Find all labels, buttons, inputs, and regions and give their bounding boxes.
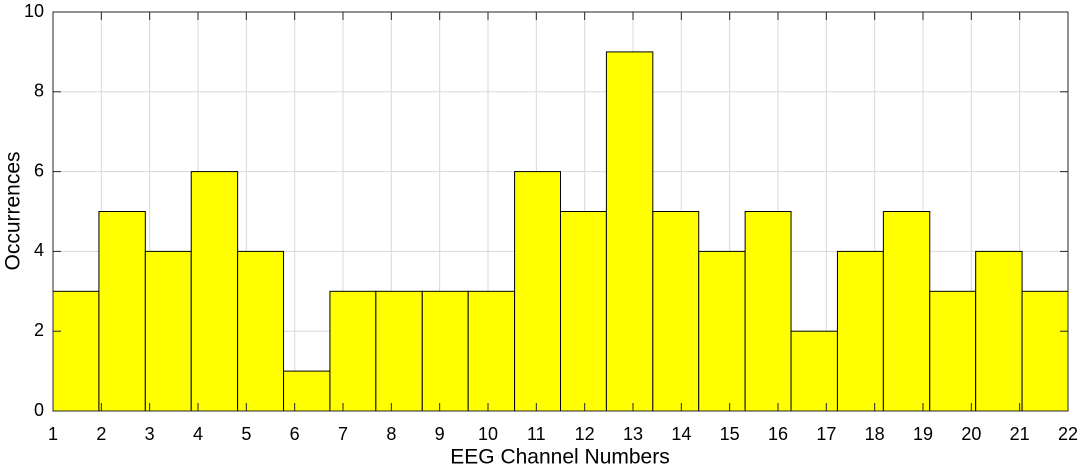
x-tick-label: 1 <box>48 424 58 444</box>
bar <box>283 370 331 412</box>
bar <box>929 290 977 412</box>
x-tick-label: 13 <box>623 424 643 444</box>
y-tick-label: 2 <box>34 320 44 340</box>
y-tick-label: 4 <box>34 240 44 260</box>
y-tick-label: 6 <box>34 160 44 180</box>
bar <box>836 250 884 412</box>
x-axis-label: EEG Channel Numbers <box>450 446 669 469</box>
bar <box>560 211 607 412</box>
bar <box>467 290 516 412</box>
x-tick-label: 20 <box>961 424 981 444</box>
bar <box>605 51 654 412</box>
x-tick-label: 8 <box>386 424 396 444</box>
x-tick-label: 19 <box>913 424 933 444</box>
x-tick-label: 11 <box>527 424 546 444</box>
y-axis-label: Occurrences <box>2 151 25 270</box>
bar <box>190 171 239 412</box>
y-tick-label: 0 <box>34 400 44 420</box>
bar <box>790 330 838 412</box>
x-tick-label: 22 <box>1058 424 1078 444</box>
x-tick-label: 10 <box>478 424 498 444</box>
x-tick-label: 12 <box>575 424 595 444</box>
bar <box>975 250 1023 412</box>
x-tick-label: 2 <box>96 424 106 444</box>
x-tick-label: 4 <box>193 424 203 444</box>
x-tick-label: 14 <box>671 424 691 444</box>
x-tick-label: 21 <box>1010 424 1030 444</box>
bar <box>1021 290 1069 412</box>
plot-frame <box>52 11 1069 412</box>
x-tick-label: 7 <box>338 424 348 444</box>
x-tick-label: 5 <box>241 424 251 444</box>
bar <box>744 211 792 412</box>
bar <box>652 211 700 412</box>
x-tick-label: 15 <box>720 424 740 444</box>
x-tick-label: 9 <box>435 424 445 444</box>
bar <box>237 250 285 412</box>
x-tick-label: 3 <box>145 424 155 444</box>
bar <box>375 290 423 412</box>
y-tick-label: 8 <box>34 81 44 101</box>
bar <box>421 290 469 412</box>
bar <box>514 171 561 412</box>
bar <box>52 290 100 412</box>
bar <box>144 250 192 412</box>
x-tick-label: 6 <box>290 424 300 444</box>
bar <box>98 211 146 412</box>
x-tick-label: 18 <box>865 424 885 444</box>
bar <box>329 290 377 412</box>
x-tick-label: 16 <box>768 424 788 444</box>
y-tick-label: 10 <box>24 1 44 21</box>
x-tick-label: 17 <box>816 424 836 444</box>
bar <box>882 211 931 412</box>
bar <box>698 250 746 412</box>
